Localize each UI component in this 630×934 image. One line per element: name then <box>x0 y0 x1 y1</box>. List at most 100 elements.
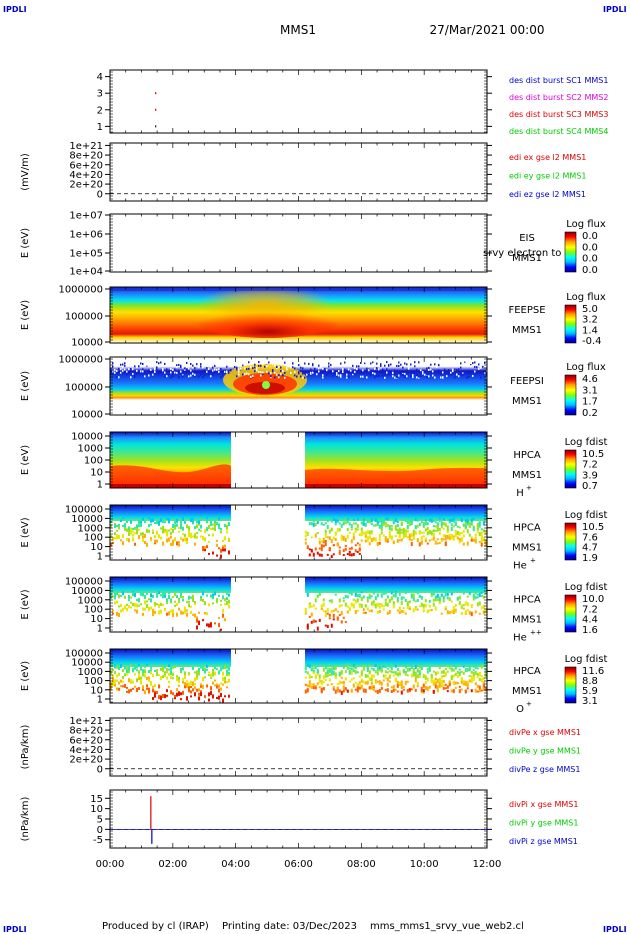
speckle-cell <box>470 603 473 608</box>
speckle-cell <box>374 537 377 542</box>
speckle-cell <box>186 684 188 688</box>
speckle-cell <box>172 673 174 676</box>
speckle-cell <box>298 372 300 375</box>
speckle-cell <box>478 672 481 677</box>
speckle-cell <box>398 374 400 377</box>
speckle-cell <box>210 364 212 367</box>
speckle-cell <box>354 681 357 684</box>
speckle-cell <box>396 521 399 524</box>
speckle-cell <box>328 671 331 674</box>
speckle-cell <box>130 530 132 535</box>
speckle-cell <box>362 665 365 668</box>
speckle-cell <box>314 533 317 538</box>
speckle-cell <box>154 370 156 373</box>
speckle-cell <box>128 538 130 543</box>
species-label: O <box>516 704 524 715</box>
speckle-cell <box>324 370 326 373</box>
speckle-cell <box>324 542 327 547</box>
speckle-cell <box>348 607 351 611</box>
speckle-cell <box>344 678 347 681</box>
speckle-cell <box>416 674 419 679</box>
speckle-cell <box>330 519 333 523</box>
speckle-cell <box>362 518 365 522</box>
speckle-cell <box>342 685 345 690</box>
speckle-cell <box>316 594 319 597</box>
speckle-cell <box>274 376 276 379</box>
speckle-cell <box>156 669 158 672</box>
speckle-cell <box>220 687 222 691</box>
speckle-cell <box>166 517 168 520</box>
speckle-cell <box>312 686 315 690</box>
speckle-cell <box>120 594 122 597</box>
colorbar-value: 11.6 <box>582 666 604 677</box>
legend-entry: edi ez gse l2 MMS1 <box>509 190 586 199</box>
speckle-cell <box>438 527 441 531</box>
speckle-cell <box>192 364 194 367</box>
speckle-cell <box>322 376 324 379</box>
speckle-cell <box>386 602 389 607</box>
speckle-cell <box>370 685 373 690</box>
speckle-cell <box>368 609 371 612</box>
speckle-cell <box>400 609 403 613</box>
speckle-cell <box>370 522 373 525</box>
speckle-cell <box>406 607 409 610</box>
speckle-cell <box>372 538 375 541</box>
speckle-cell <box>342 597 345 600</box>
speckle-cell <box>220 530 222 534</box>
speckle-cell <box>366 369 368 372</box>
speckle-cell <box>416 373 418 376</box>
colorbar-value: 3.2 <box>582 315 598 326</box>
speckle-cell <box>222 595 224 600</box>
speckle-cell <box>198 366 200 369</box>
speckle-cell <box>134 593 136 598</box>
instrument-name: HPCA <box>513 523 541 534</box>
speckle-cell <box>202 619 204 622</box>
speckle-cell <box>164 521 166 524</box>
speckle-cell <box>460 366 462 369</box>
speckle-cell <box>248 367 250 370</box>
speckle-cell <box>200 365 202 368</box>
speckle-cell <box>422 603 425 608</box>
speckle-cell <box>212 366 214 369</box>
colorbar-value: 0.7 <box>582 481 598 492</box>
speckle-cell <box>176 678 178 682</box>
speckle-cell <box>132 533 134 537</box>
speckle-cell <box>418 361 420 364</box>
speckle-cell <box>450 527 453 532</box>
speckle-cell <box>436 689 439 693</box>
speckle-cell <box>356 683 359 687</box>
speckle-cell <box>174 666 176 669</box>
speckle-cell <box>436 593 439 598</box>
speckle-cell <box>424 363 426 366</box>
speckle-cell <box>468 369 470 372</box>
speckle-cell <box>214 672 216 675</box>
speckle-cell <box>482 518 485 523</box>
speckle-cell <box>152 608 154 613</box>
speckle-cell <box>252 367 254 370</box>
speckle-cell <box>412 362 414 365</box>
y-axis-label: (nPa/km) <box>20 797 31 842</box>
speckle-cell <box>146 687 148 690</box>
colorbar-title: Log flux <box>566 219 606 230</box>
speckle-cell <box>414 606 417 609</box>
speckle-cell <box>160 609 162 614</box>
speckle-cell <box>124 527 126 531</box>
speckle-cell <box>482 521 485 526</box>
speckle-cell <box>362 520 365 524</box>
speckle-cell <box>198 668 200 673</box>
speckle-cell <box>382 374 384 377</box>
speckle-cell <box>162 369 164 372</box>
speckle-cell <box>416 608 419 611</box>
speckle-cell <box>468 375 470 378</box>
speckle-cell <box>120 685 122 688</box>
colorbar-value: 10.5 <box>582 449 604 460</box>
speckle-cell <box>166 671 168 674</box>
speckle-cell <box>180 364 182 367</box>
speckle-cell <box>350 670 353 675</box>
speckle-cell <box>416 368 418 371</box>
speckle-cell <box>218 684 220 687</box>
speckle-cell <box>160 536 162 540</box>
speckle-cell <box>142 532 144 536</box>
speckle-cell <box>476 366 478 369</box>
speckle-cell <box>432 591 435 596</box>
